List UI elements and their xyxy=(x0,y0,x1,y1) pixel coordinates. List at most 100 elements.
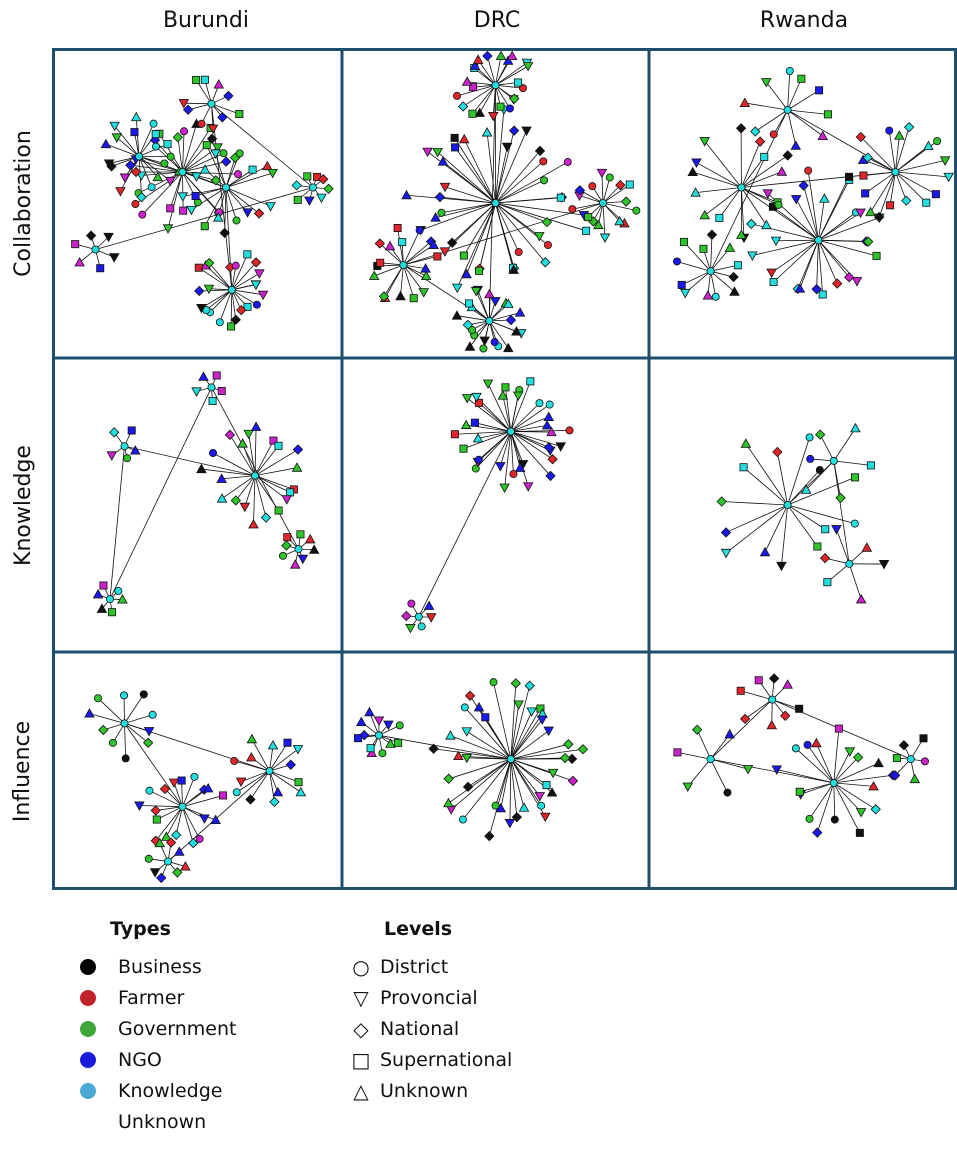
network-node xyxy=(212,143,223,153)
network-edge xyxy=(833,782,874,787)
network-edge xyxy=(495,55,502,86)
network-edge xyxy=(773,239,819,283)
network-node xyxy=(691,158,702,168)
network-edge xyxy=(182,171,220,213)
network-edge xyxy=(495,109,505,204)
network-node xyxy=(474,107,485,117)
network-edge xyxy=(478,431,512,461)
network-node xyxy=(806,454,815,463)
network-edge xyxy=(833,728,840,783)
network-node xyxy=(74,256,85,267)
network-edge xyxy=(833,751,851,784)
column-header-rwanda: Rwanda xyxy=(759,8,849,33)
network-node xyxy=(197,119,206,128)
network-edge xyxy=(269,748,299,772)
network-node xyxy=(439,182,451,193)
network-edge xyxy=(175,806,183,836)
network-node xyxy=(409,294,418,303)
network-node xyxy=(91,245,100,254)
network-node xyxy=(92,588,104,599)
network-node xyxy=(699,244,708,253)
network-node xyxy=(125,160,136,171)
network-edge xyxy=(741,156,765,188)
network-edge xyxy=(602,202,606,238)
network-edge xyxy=(602,184,630,204)
network-node xyxy=(479,344,488,353)
network-node xyxy=(481,713,490,722)
network-node xyxy=(368,270,380,280)
network-node xyxy=(293,195,302,204)
network-node xyxy=(208,396,217,405)
network-node xyxy=(420,270,432,281)
network-edge xyxy=(745,443,788,506)
government-color-dot xyxy=(80,1020,96,1037)
network-edge xyxy=(420,202,496,231)
network-edge xyxy=(454,137,496,204)
network-edge xyxy=(489,320,509,349)
network-edge xyxy=(254,475,267,518)
network-node xyxy=(481,127,493,137)
network-node xyxy=(294,545,303,554)
network-edge xyxy=(704,140,742,188)
network-node xyxy=(210,814,221,825)
network-node xyxy=(178,168,187,177)
network-edge xyxy=(206,144,227,188)
network-node xyxy=(219,791,228,800)
network-node xyxy=(373,716,385,726)
network-edge xyxy=(787,89,820,111)
network-node xyxy=(195,834,204,843)
network-node xyxy=(922,198,931,207)
network-node xyxy=(682,782,694,793)
network-edge xyxy=(870,171,896,213)
network-node xyxy=(535,399,544,408)
network-node xyxy=(471,392,482,403)
network-edge xyxy=(269,770,275,802)
network-edge xyxy=(505,387,512,432)
network-edge xyxy=(454,431,511,435)
network-node xyxy=(811,284,822,295)
network-node xyxy=(813,542,822,551)
network-edge xyxy=(474,422,511,432)
network-edge xyxy=(710,758,728,793)
network-node xyxy=(178,99,190,109)
network-node xyxy=(539,157,548,166)
network-edge xyxy=(467,81,496,86)
network-node xyxy=(892,754,901,763)
network-node xyxy=(265,767,274,776)
network-node xyxy=(291,462,303,472)
network-edge xyxy=(182,806,200,840)
diamond-outline-icon: ◇ xyxy=(353,1016,369,1041)
network-edge xyxy=(208,262,233,291)
network-node xyxy=(588,182,597,191)
network-node xyxy=(450,133,459,142)
network-edge xyxy=(787,469,821,506)
network-edge xyxy=(895,171,927,203)
network-node xyxy=(868,780,879,791)
network-node xyxy=(469,60,481,70)
network-node xyxy=(829,456,838,465)
network-edge xyxy=(895,127,910,173)
network-node xyxy=(172,132,184,143)
network-edge xyxy=(818,212,857,241)
network-node xyxy=(769,130,778,139)
network-node xyxy=(780,710,791,721)
network-node xyxy=(135,152,144,161)
network-node xyxy=(394,738,403,747)
network-node xyxy=(243,250,252,259)
network-node xyxy=(294,778,303,787)
network-node xyxy=(737,183,746,192)
network-edge xyxy=(833,782,861,834)
network-node xyxy=(542,781,551,790)
network-edge xyxy=(510,704,520,760)
network-node xyxy=(323,183,334,194)
network-edge xyxy=(211,103,314,188)
network-edge xyxy=(787,504,826,530)
network-edge xyxy=(687,758,711,787)
network-node xyxy=(728,271,739,283)
network-edge xyxy=(448,758,511,780)
network-node xyxy=(399,260,408,269)
network-edge xyxy=(495,84,511,109)
network-node xyxy=(873,757,884,768)
network-node xyxy=(366,744,375,753)
network-node xyxy=(823,578,832,587)
